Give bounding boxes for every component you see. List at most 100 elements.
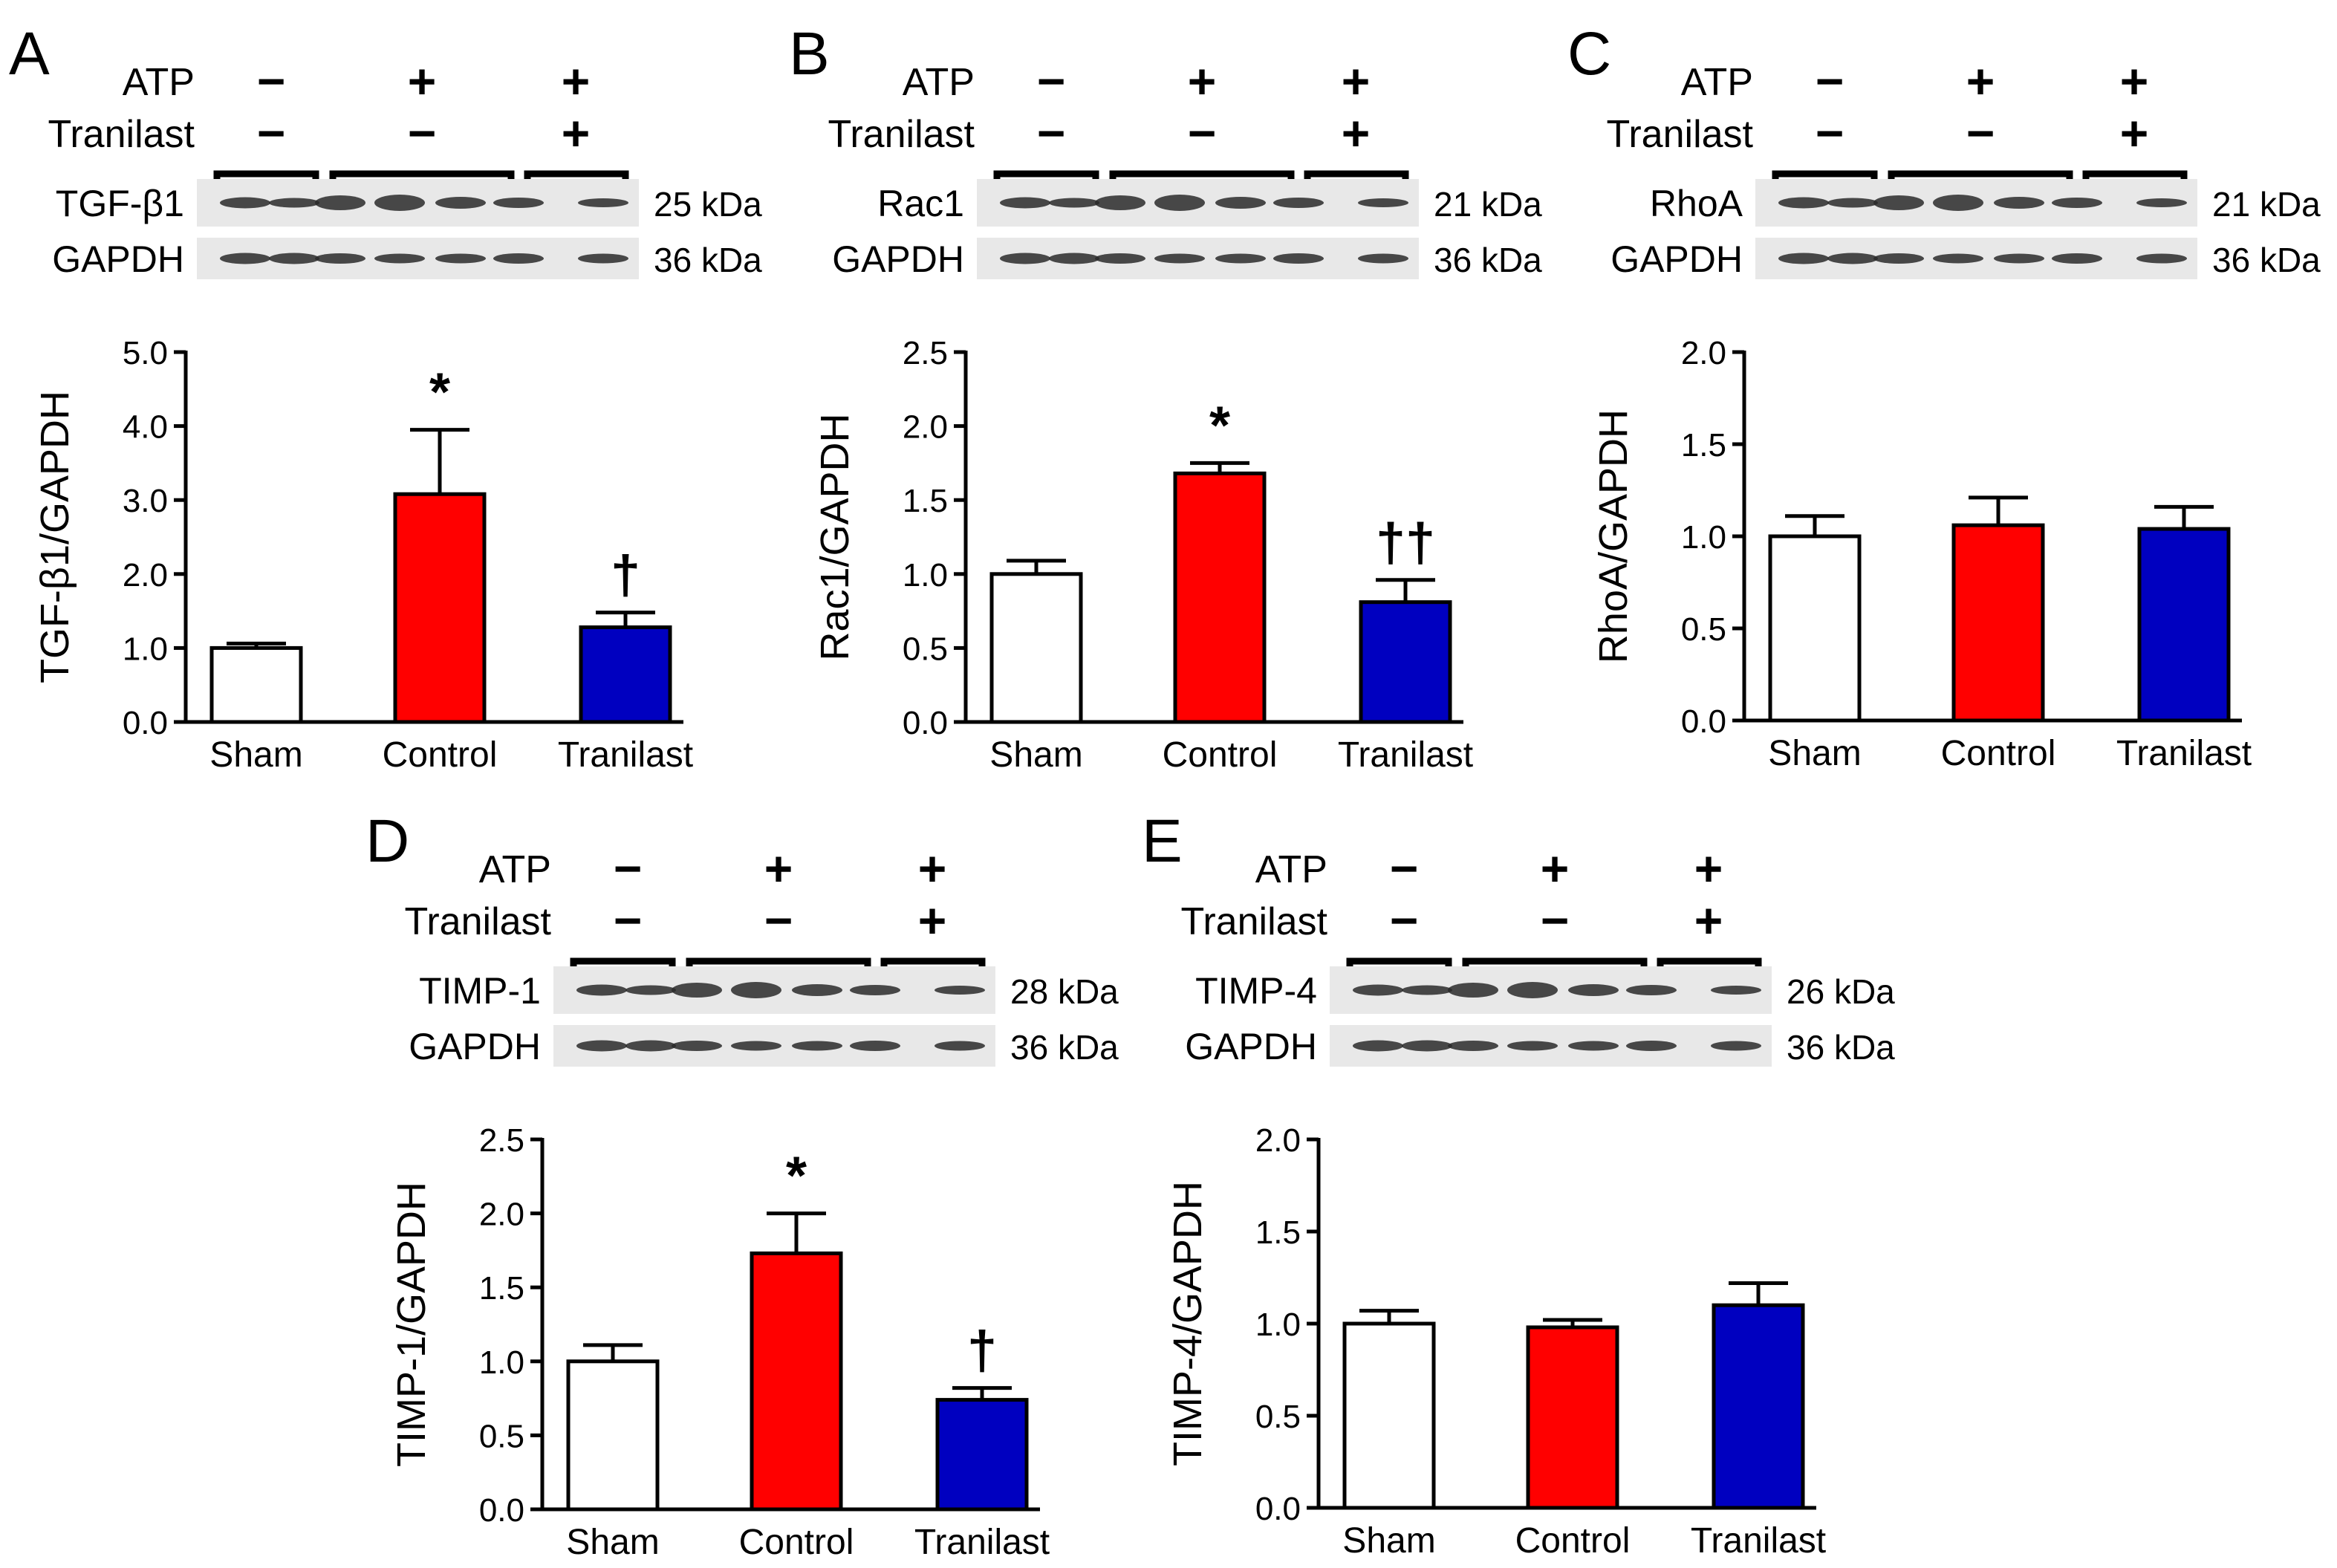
y-tick-label: 1.0 [1681, 519, 1726, 556]
error-bar [1007, 559, 1066, 574]
treatment-sign: − [1188, 105, 1217, 160]
blot-band [1049, 198, 1099, 208]
blot-band [1358, 253, 1408, 264]
blot-protein-label: TGF-β1 [56, 183, 184, 224]
error-bar [1359, 1309, 1419, 1324]
y-tick-label: 2.0 [123, 557, 168, 593]
y-tick-label: 2.5 [903, 335, 948, 371]
x-tick-label: Tranilast [558, 735, 693, 775]
blot-band [850, 985, 900, 995]
significance-mark: * [786, 1147, 807, 1206]
treatment-sign: − [257, 105, 286, 160]
blot-protein-label: GAPDH [52, 238, 184, 280]
blot-band [2052, 253, 2102, 264]
x-tick-label: Sham [1342, 1521, 1435, 1561]
y-tick-label: 0.5 [479, 1418, 524, 1454]
panel-letter: C [1567, 20, 1611, 88]
y-axis-label: TIMP-4/GAPDH [1166, 1181, 1210, 1466]
treatment-sign: − [1390, 893, 1419, 948]
blot-band [1626, 985, 1677, 995]
treatment-sign: + [408, 53, 437, 108]
treatment-label-1: Tranilast [405, 900, 552, 943]
bar-tranilast [1359, 600, 1452, 724]
blot-band [1154, 195, 1205, 211]
treatment-label-0: ATP [903, 61, 975, 104]
blot-kda-label: 36 kDa [1434, 241, 1542, 279]
y-tick-label: 0.0 [479, 1492, 524, 1529]
blot-protein-label: GAPDH [409, 1026, 541, 1067]
blot-band [625, 985, 676, 995]
treatment-sign: + [1541, 841, 1570, 896]
blot-band [1827, 198, 1878, 208]
significance-mark: * [429, 363, 450, 423]
panel-letter: B [789, 20, 830, 88]
x-tick-label: Control [1515, 1521, 1631, 1561]
y-tick-label: 0.0 [123, 705, 168, 741]
blot-protein-label: TIMP-4 [1195, 970, 1317, 1012]
treatment-label-0: ATP [1255, 848, 1327, 891]
y-axis-label: Rac1/GAPDH [813, 413, 857, 660]
blot-band [1000, 197, 1050, 209]
blot-band [1778, 197, 1829, 209]
error-bar [1376, 578, 1435, 602]
treatment-sign: + [1342, 105, 1371, 160]
blot-kda-label: 36 kDa [2212, 241, 2321, 279]
blot-protein-label: GAPDH [1610, 238, 1743, 280]
blot-band [1873, 195, 1924, 210]
treatment-sign: − [614, 893, 643, 948]
blot-kda-label: 21 kDa [2212, 185, 2321, 224]
blot-band [2052, 198, 2102, 208]
treatment-sign: + [1188, 53, 1217, 108]
x-tick-label: Control [739, 1523, 854, 1562]
error-bar [2154, 504, 2214, 530]
blot-band [1507, 1041, 1558, 1051]
treatment-label-1: Tranilast [1181, 900, 1328, 943]
treatment-label-1: Tranilast [828, 113, 975, 156]
treatment-sign: − [1816, 53, 1844, 108]
blot-band [1273, 198, 1324, 208]
y-axis-label: RhoA/GAPDH [1591, 409, 1636, 663]
blot-band [1994, 197, 2044, 209]
blot-band [1448, 1041, 1498, 1051]
blot-band [1353, 1040, 1403, 1052]
treatment-label-0: ATP [1681, 61, 1753, 104]
blot-band [435, 197, 486, 209]
y-tick-label: 5.0 [123, 335, 168, 371]
blot-kda-label: 36 kDa [654, 241, 762, 279]
error-bar [1729, 1281, 1788, 1306]
treatment-sign: − [614, 841, 643, 896]
treatment-sign: − [764, 893, 793, 948]
x-tick-label: Control [1163, 735, 1278, 775]
significance-mark: † [967, 1321, 997, 1381]
blot-band [1402, 1040, 1452, 1052]
error-bar [952, 1386, 1012, 1400]
bar-sham [989, 572, 1083, 724]
panel-letter: D [365, 807, 409, 875]
blot-protein-label: TIMP-1 [419, 970, 541, 1012]
blot-band [1827, 253, 1878, 264]
blot-kda-label: 25 kDa [654, 185, 762, 224]
treatment-sign: + [918, 893, 947, 948]
blot-band [935, 1041, 985, 1051]
blot-band [1000, 253, 1050, 264]
treatment-sign: + [2120, 105, 2149, 160]
bar-control [1173, 471, 1267, 724]
x-tick-label: Sham [209, 735, 302, 775]
blot-band [1353, 984, 1403, 996]
y-tick-label: 2.5 [479, 1122, 524, 1159]
blot-band [269, 253, 319, 264]
significance-mark: † [611, 546, 640, 605]
blot-band [576, 984, 627, 996]
bar-sham [1768, 534, 1862, 723]
y-axis-label: TGF-β1/GAPDH [33, 391, 77, 683]
significance-mark: †† [1376, 513, 1435, 573]
blot-protein-label: RhoA [1650, 183, 1743, 224]
y-tick-label: 3.0 [123, 483, 168, 519]
treatment-sign: − [408, 105, 437, 160]
bar-sham [566, 1359, 660, 1512]
blot-band [578, 253, 628, 264]
error-bar [583, 1343, 643, 1362]
treatment-sign: + [2120, 53, 2149, 108]
